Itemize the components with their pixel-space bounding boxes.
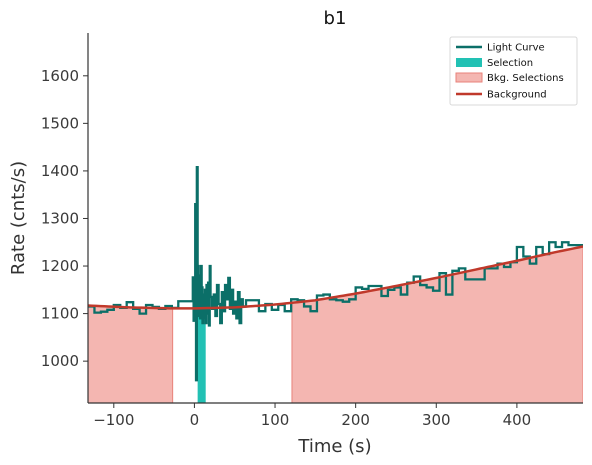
y-tick-label: 1100 [41, 305, 79, 323]
light-curve-layer [88, 165, 583, 382]
legend-label-selection: Selection [487, 58, 533, 69]
x-tick-label: 200 [341, 411, 370, 429]
x-ticks: −100 0 100 200 300 400 [93, 403, 531, 429]
x-tick-label: 100 [261, 411, 290, 429]
legend: Light Curve Selection Bkg. Selections Ba… [449, 36, 578, 106]
y-tick-label: 1600 [41, 67, 79, 85]
x-tick-label: 400 [503, 411, 532, 429]
legend-label-light-curve: Light Curve [487, 43, 545, 54]
bkg-selection-region-1 [291, 246, 583, 403]
y-axis-label: Rate (cnts/s) [8, 161, 29, 275]
y-tick-label: 1300 [41, 209, 79, 227]
chart-title: b1 [324, 8, 347, 29]
x-axis-label: Time (s) [297, 436, 371, 457]
legend-label-background: Background [487, 90, 547, 101]
light-curve-line [88, 165, 583, 382]
y-tick-label: 1200 [41, 257, 79, 275]
legend-swatch-selection [456, 58, 482, 67]
y-tick-label: 1400 [41, 162, 79, 180]
plot-area [88, 165, 583, 403]
y-ticks: 1000 1100 1200 1300 1400 1500 1600 [41, 67, 88, 370]
x-tick-label: 300 [422, 411, 451, 429]
legend-box [449, 36, 578, 106]
y-tick-label: 1500 [41, 114, 79, 132]
x-tick-label: −100 [93, 411, 134, 429]
background-layer [88, 245, 583, 310]
legend-swatch-bkg-selections [455, 72, 483, 83]
y-tick-label: 1000 [41, 352, 79, 370]
bkg-selection-region-0 [88, 305, 174, 403]
bkg-selections-layer [88, 246, 583, 403]
background-line [88, 245, 583, 310]
x-tick-label: 0 [190, 411, 200, 429]
legend-label-bkg-selections: Bkg. Selections [487, 73, 564, 84]
